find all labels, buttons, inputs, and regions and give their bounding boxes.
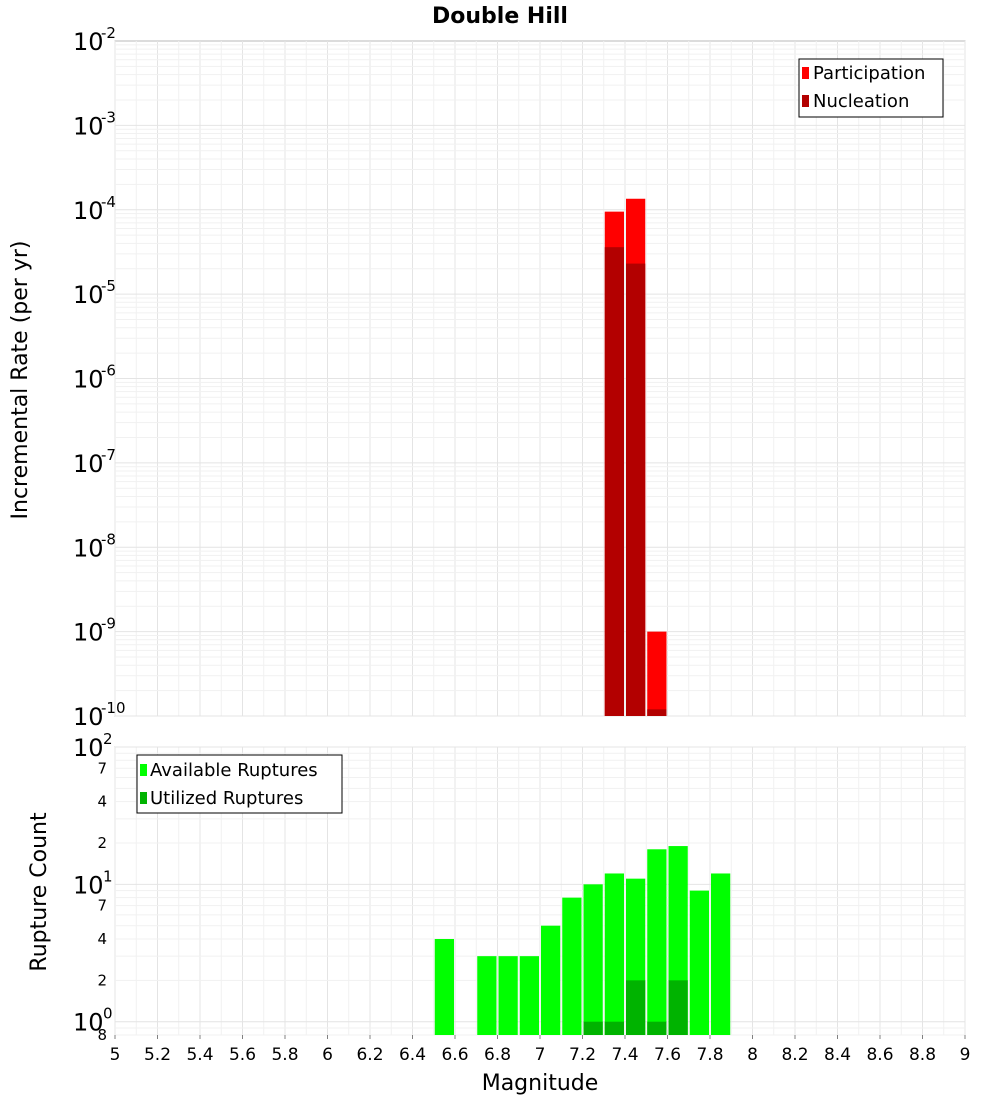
rate-y-tick-label: 10 [73, 450, 104, 478]
rate-legend-box [798, 58, 944, 118]
count-y-minor-label: 4 [97, 930, 107, 948]
legend-participation: Participation [813, 63, 925, 84]
rate-y-ticks: 10-210-310-410-510-610-710-810-910-10 [73, 24, 126, 731]
count-legend: Available Ruptures Utilized Ruptures [136, 754, 343, 814]
x-tick-label: 6.8 [484, 1045, 511, 1065]
rate-y-tick-exponent: -2 [101, 24, 116, 42]
x-tick-label: 5.6 [229, 1045, 256, 1065]
available-rupture-bar [434, 939, 454, 1035]
x-tick-label: 8 [747, 1045, 758, 1065]
utilized-rupture-bar [647, 1021, 667, 1035]
legend-utilized: Utilized Ruptures [150, 788, 303, 809]
rate-y-tick-exponent: -7 [101, 446, 116, 464]
count-y-tick-label: 10 [73, 871, 104, 899]
count-y-minor-label: 2 [97, 834, 107, 852]
rate-y-axis-label: Incremental Rate (per yr) [8, 241, 33, 520]
available-rupture-bar [498, 956, 518, 1035]
rate-y-tick-label: 10 [73, 366, 104, 394]
count-y-tick-exponent: 0 [103, 1005, 113, 1023]
legend-swatch-utilized [140, 792, 147, 804]
rate-grid [114, 41, 966, 717]
x-tick-label: 6.4 [399, 1045, 426, 1065]
count-bars [434, 846, 731, 1035]
x-tick-label: 5.4 [186, 1045, 213, 1065]
rate-y-tick-exponent: -8 [101, 530, 116, 548]
x-tick-label: 8.2 [781, 1045, 808, 1065]
rate-y-tick-exponent: -3 [101, 108, 116, 126]
x-tick-label: 6.6 [441, 1045, 468, 1065]
count-y-minor-label: 7 [97, 759, 107, 777]
x-tick-label: 7.2 [569, 1045, 596, 1065]
x-tick-label: 5.2 [144, 1045, 171, 1065]
utilized-rupture-bar [583, 1021, 603, 1035]
x-tick-label: 5.8 [271, 1045, 298, 1065]
available-rupture-bar [689, 890, 709, 1035]
legend-swatch-participation [802, 67, 809, 79]
x-tick-label: 7.6 [654, 1045, 681, 1065]
rate-y-tick-exponent: -9 [101, 615, 116, 633]
count-legend-box [136, 754, 343, 814]
chart-title: Double Hill [432, 4, 568, 29]
rate-y-tick-exponent: -6 [101, 362, 116, 380]
rate-panel: 10-210-310-410-510-610-710-810-910-10 In… [8, 24, 966, 731]
available-rupture-bar [519, 956, 539, 1035]
count-y-axis-label: Rupture Count [27, 812, 52, 972]
nucleation-bar [626, 263, 646, 716]
available-rupture-bar [541, 925, 561, 1035]
rate-y-tick-exponent: -5 [101, 277, 116, 295]
x-tick-label: 8.6 [866, 1045, 893, 1065]
rate-y-tick-exponent: -4 [101, 193, 116, 211]
rate-y-tick-label: 10 [73, 28, 104, 56]
x-tick-label: 8.4 [824, 1045, 851, 1065]
count-y-tick-label: 10 [73, 1009, 104, 1037]
available-rupture-bar [477, 956, 497, 1035]
x-tick-label: 6 [322, 1045, 333, 1065]
rate-y-tick-label: 10 [73, 703, 104, 731]
x-tick-label: 6.2 [356, 1045, 383, 1065]
utilized-rupture-bar [604, 1021, 624, 1035]
x-tick-label: 5 [110, 1045, 121, 1065]
x-tick-label: 7.8 [696, 1045, 723, 1065]
nucleation-bar [647, 709, 667, 716]
available-rupture-bar [647, 849, 667, 1035]
count-y-tick-exponent: 1 [103, 867, 113, 885]
x-tick-label: 7 [535, 1045, 546, 1065]
rate-y-tick-label: 10 [73, 281, 104, 309]
utilized-rupture-bar [626, 980, 646, 1035]
legend-nucleation: Nucleation [813, 91, 909, 112]
rate-bars [604, 198, 667, 717]
utilized-rupture-bar [668, 980, 688, 1035]
count-grid [114, 746, 966, 1036]
x-tick-label: 9 [960, 1045, 971, 1065]
available-rupture-bar [562, 897, 582, 1035]
legend-swatch-available [140, 764, 147, 776]
count-y-tick-label: 10 [73, 734, 104, 762]
count-y-tick-exponent: 2 [103, 730, 113, 748]
rate-legend: Participation Nucleation [798, 58, 944, 118]
rate-y-tick-exponent: -10 [101, 699, 126, 717]
count-y-minor-label: 2 [97, 971, 107, 989]
available-rupture-bar [711, 873, 731, 1035]
nucleation-bar [604, 247, 624, 716]
available-rupture-bar [604, 873, 624, 1035]
legend-available: Available Ruptures [150, 760, 318, 781]
count-y-minor-label: 4 [97, 793, 107, 811]
x-ticks: 5 5.2 5.4 5.6 5.8 6 6.2 6.4 6.6 6.8 7 7.2 7.4 7.6 7.8 8… [110, 1035, 971, 1065]
rate-y-tick-label: 10 [73, 197, 104, 225]
rate-y-tick-label: 10 [73, 619, 104, 647]
x-tick-label: 7.4 [611, 1045, 638, 1065]
x-axis-label: Magnitude [482, 1071, 599, 1096]
rate-y-tick-label: 10 [73, 112, 104, 140]
available-rupture-bar [583, 884, 603, 1035]
rate-y-tick-label: 10 [73, 534, 104, 562]
participation-bar [647, 631, 667, 716]
x-tick-label: 8.8 [909, 1045, 936, 1065]
count-y-minor-label: 7 [97, 897, 107, 915]
count-y-minor-label: 8 [97, 1026, 107, 1044]
legend-swatch-nucleation [802, 95, 809, 107]
